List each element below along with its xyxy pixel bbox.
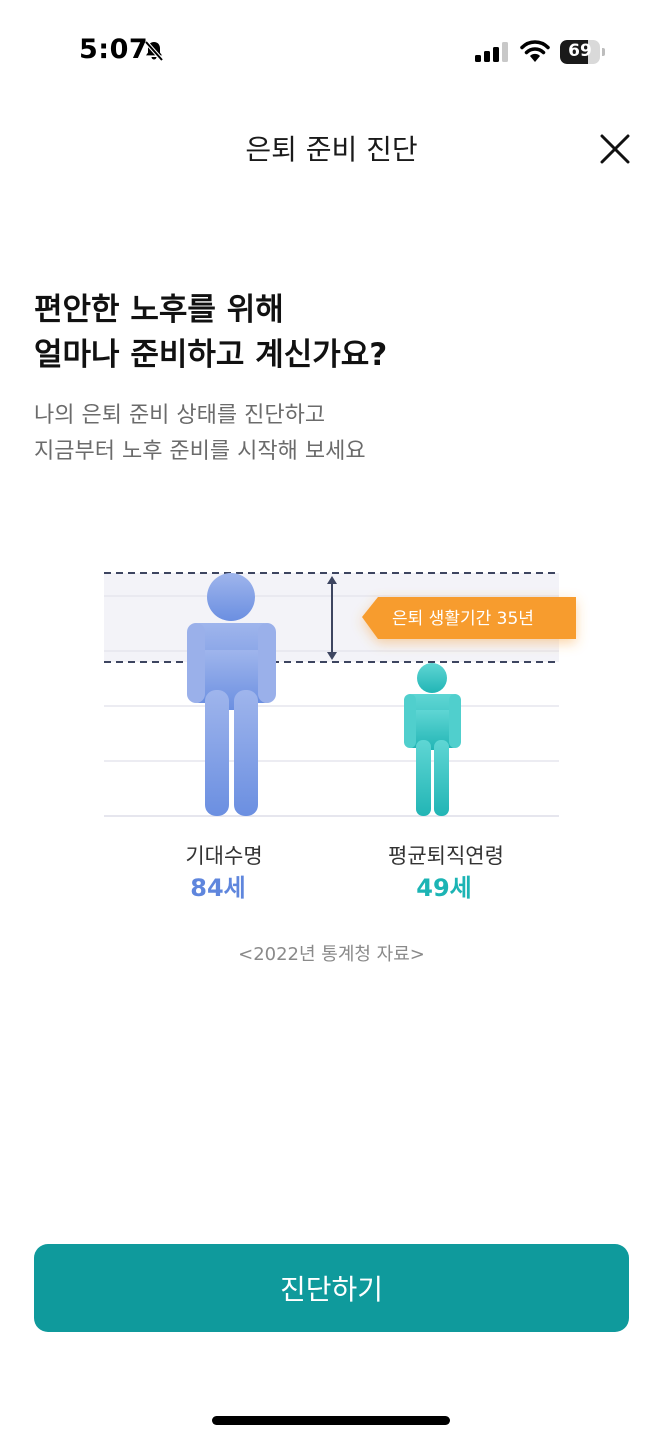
retirement-age-figure: [404, 663, 461, 816]
life-expectancy-label: 기대수명: [185, 844, 263, 868]
wifi-icon: [520, 40, 550, 62]
life-expectancy-value: 84세: [190, 874, 246, 902]
headline-line-2: 얼마나 준비하고 계신가요?: [34, 337, 388, 373]
source-note: <2022년 통계청 자료>: [238, 944, 425, 965]
description: 나의 은퇴 준비 상태를 진단하고 지금부터 노후 준비를 시작해 보세요: [34, 398, 366, 470]
headline: 편안한 노후를 위해 얼마나 준비하고 계신가요?: [34, 288, 387, 378]
signal-icon: [475, 42, 508, 62]
retirement-period-badge: [362, 597, 576, 639]
bell-off-icon: [144, 40, 164, 62]
retirement-chart: [104, 572, 576, 817]
retirement-age-label: 평균퇴직연령: [388, 844, 504, 868]
status-bar: 5:07 69: [0, 0, 663, 100]
retirement-age-value: 49세: [416, 874, 472, 902]
description-line-1: 나의 은퇴 준비 상태를 진단하고: [34, 403, 326, 428]
page-title: 은퇴 준비 진단: [245, 133, 418, 166]
close-button[interactable]: [594, 128, 636, 170]
close-icon: [600, 134, 630, 164]
arrow-down-icon: [327, 652, 337, 660]
life-expectancy-figure: [187, 573, 276, 816]
arrow-up-icon: [327, 576, 337, 584]
retirement-period-label: 은퇴 생활기간 35년: [392, 609, 534, 629]
battery-icon: 69: [560, 40, 606, 64]
description-line-2: 지금부터 노후 준비를 시작해 보세요: [34, 439, 366, 464]
start-diagnosis-button[interactable]: 진단하기: [34, 1244, 629, 1332]
headline-line-1: 편안한 노후를 위해: [34, 292, 284, 328]
battery-level: 69: [568, 41, 592, 61]
status-time: 5:07: [79, 34, 149, 65]
home-indicator[interactable]: [212, 1416, 450, 1425]
